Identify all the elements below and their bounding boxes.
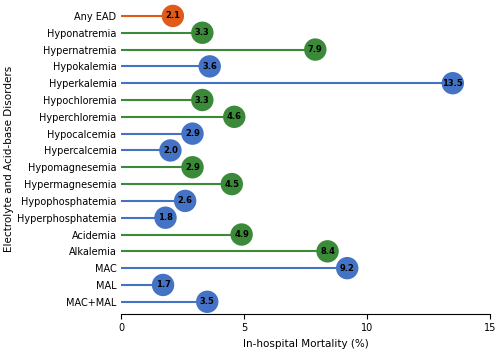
Point — [198, 30, 206, 36]
Point — [204, 299, 212, 305]
Point — [162, 215, 170, 221]
Text: 4.5: 4.5 — [224, 180, 240, 189]
Point — [169, 13, 177, 19]
Point — [238, 232, 246, 237]
Point — [343, 265, 351, 271]
Point — [159, 282, 167, 288]
Point — [188, 131, 196, 137]
Text: 2.9: 2.9 — [185, 163, 200, 172]
Text: 1.8: 1.8 — [158, 213, 173, 222]
Point — [181, 198, 189, 204]
Text: 2.6: 2.6 — [178, 196, 192, 205]
Text: 1.7: 1.7 — [156, 281, 170, 289]
Point — [206, 64, 214, 69]
Point — [228, 181, 236, 187]
Text: 7.9: 7.9 — [308, 45, 322, 54]
Point — [166, 148, 174, 153]
Text: 9.2: 9.2 — [340, 264, 354, 273]
Point — [188, 164, 196, 170]
Text: 3.6: 3.6 — [202, 62, 217, 71]
Text: 4.6: 4.6 — [227, 112, 242, 121]
Point — [324, 249, 332, 254]
Point — [230, 114, 238, 120]
Text: 4.9: 4.9 — [234, 230, 249, 239]
Text: 2.1: 2.1 — [166, 11, 180, 20]
Point — [198, 97, 206, 103]
Text: 13.5: 13.5 — [442, 79, 463, 88]
Text: 2.9: 2.9 — [185, 129, 200, 138]
X-axis label: In-hospital Mortality (%): In-hospital Mortality (%) — [242, 339, 368, 349]
Text: 3.3: 3.3 — [195, 28, 210, 37]
Y-axis label: Electrolyte and Acid-base Disorders: Electrolyte and Acid-base Disorders — [4, 66, 14, 252]
Point — [312, 47, 320, 52]
Text: 8.4: 8.4 — [320, 247, 335, 256]
Text: 3.3: 3.3 — [195, 96, 210, 104]
Point — [449, 80, 457, 86]
Text: 3.5: 3.5 — [200, 297, 214, 306]
Text: 2.0: 2.0 — [163, 146, 178, 155]
